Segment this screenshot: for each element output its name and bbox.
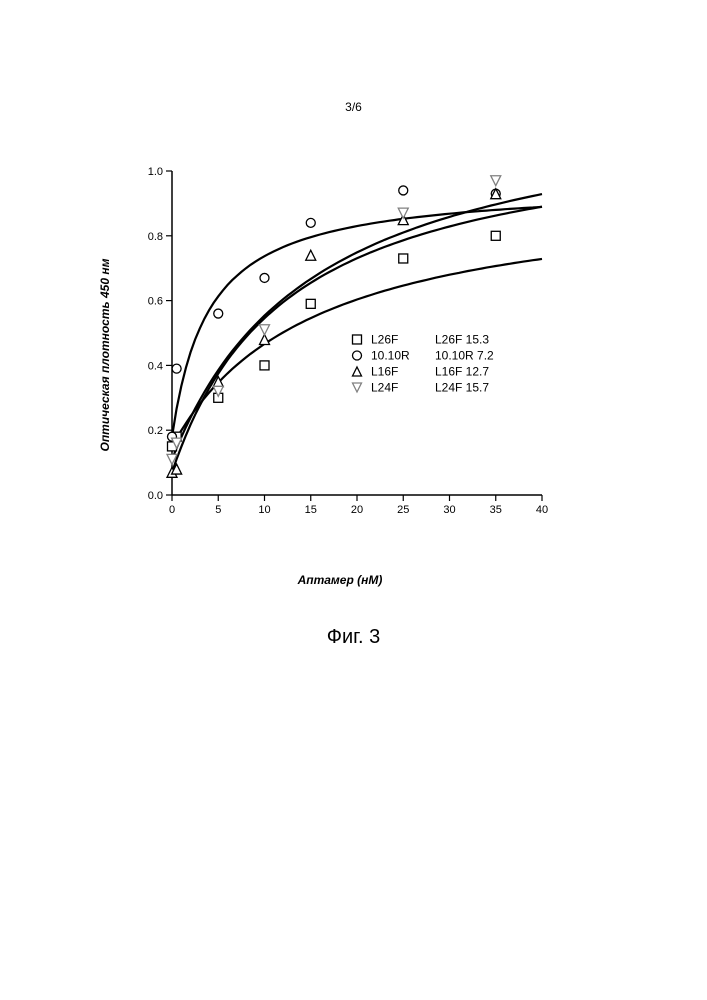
svg-text:0.8: 0.8 [148,231,163,243]
svg-text:40: 40 [536,504,548,516]
svg-text:0.0: 0.0 [148,490,163,502]
binding-curve-chart: 0 5 10 15 20 25 30 35 40 0.0 0.2 0.4 0.6 0.8 1.0 L26F L2… [130,165,550,525]
y-axis-label: Оптическая плотность 450 нм [98,259,112,452]
svg-text:L16F: L16F [371,364,398,378]
page-number: 3/6 [0,100,707,114]
svg-text:10.10R 7.2: 10.10R 7.2 [435,348,494,362]
svg-text:L16F 12.7: L16F 12.7 [435,364,489,378]
svg-text:20: 20 [351,504,363,516]
svg-text:0.4: 0.4 [148,360,163,372]
svg-text:0: 0 [169,504,175,516]
svg-text:0.2: 0.2 [148,425,163,437]
x-axis-label: Аптамер (нМ) [130,573,550,587]
svg-text:0.6: 0.6 [148,296,163,308]
chart-container: Оптическая плотность 450 нм 051015202530… [130,165,550,545]
svg-text:10.10R: 10.10R [371,348,410,362]
svg-text:L26F 15.3: L26F 15.3 [435,332,489,346]
svg-text:10: 10 [258,504,270,516]
svg-text:1.0: 1.0 [148,166,163,178]
svg-text:30: 30 [443,504,455,516]
svg-text:L24F 15.7: L24F 15.7 [435,380,489,394]
figure-caption: Фиг. 3 [0,626,707,649]
svg-text:5: 5 [215,504,221,516]
page: 3/6 Оптическая плотность 450 нм 0 5 10 15 20… [0,0,707,1000]
svg-text:L26F: L26F [371,332,398,346]
svg-text:25: 25 [397,504,409,516]
svg-text:L24F: L24F [371,380,398,394]
svg-text:15: 15 [305,504,317,516]
svg-text:35: 35 [490,504,502,516]
